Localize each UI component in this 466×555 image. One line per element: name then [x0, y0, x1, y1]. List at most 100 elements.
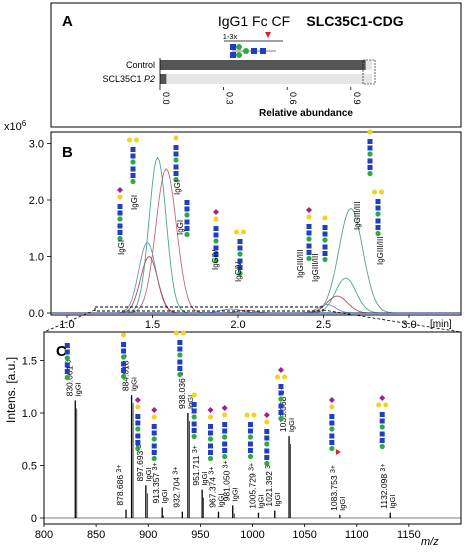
x-tick-label: 0.3: [225, 92, 235, 105]
peak-assignment-label: IgGI: [216, 494, 225, 508]
x-tick-label: 1100: [345, 529, 369, 541]
y-axis-label: Intens. [a.u.]: [4, 357, 18, 423]
x-tick-label: 1050: [292, 529, 316, 541]
glycan-structure-icon: [134, 397, 141, 452]
y-tick-label: 0: [31, 513, 37, 525]
panel-c: C 0 0.5 1.0 1.5 800 850 900 950 1000 1050 1100 1150…: [22, 330, 462, 548]
y-unit-label: x106: [4, 119, 27, 133]
peak-mz-label: 932.704 3+: [171, 467, 181, 508]
peak-assignment-label: IgGI: [73, 382, 82, 396]
peak-label: IgGIII/III: [353, 202, 362, 230]
peak-assignment-label: IgGI: [388, 495, 397, 509]
x-tick-label: 0.6: [288, 92, 298, 105]
glycan-title: IgG1 Fc CF: [218, 13, 290, 29]
chromatogram-trace: [101, 156, 418, 314]
x-unit-label: [min]: [430, 319, 452, 330]
glycan-structure-icon: [207, 407, 214, 462]
bar-label: Control: [126, 60, 155, 70]
peak-mz-label: 951.711 3+: [191, 445, 201, 485]
x-tick-label: 3.0: [401, 319, 416, 331]
peak-mz-label: 1005.729 3+: [247, 463, 257, 509]
glycan-structure-icon: [221, 405, 228, 460]
bar-track: [160, 74, 372, 84]
site-label: 1-3x: [223, 32, 238, 41]
glycan-structure-icon: [367, 129, 373, 177]
glycan-header-structure: [224, 32, 283, 58]
glycan-structure-icon: [120, 332, 127, 380]
x-tick-label: 0.9: [352, 92, 362, 105]
peak-label: IgGIII/III: [311, 254, 320, 282]
glycan-structure-icon: [191, 392, 197, 440]
y-tick-label: 2.0: [29, 195, 44, 207]
glycan-structure-icon: [213, 209, 219, 264]
glycan-structure-icon: [127, 137, 139, 185]
panel-b-letter: B: [62, 144, 73, 161]
x-tick-label: 1150: [397, 529, 421, 541]
peak-assignment-label: IgGI: [338, 497, 347, 511]
panel-a: A SLC35C1-CDG IgG1 Fc CF 1-3x Control SCL…: [50, 2, 462, 128]
x-tick-label: 950: [191, 529, 209, 541]
peak-label: IgGI: [130, 195, 139, 210]
peak-assignment-label: IgGI: [231, 487, 240, 501]
y-tick-label: 3.0: [29, 139, 44, 151]
panel-b: B x106 Intens. [a.u.] 0.0 1.0 2.0 3.0 1.0 1.5…: [4, 119, 462, 423]
x-tick-label: 1000: [240, 529, 264, 541]
glycan-structure-icon: [244, 412, 257, 460]
glycan-structure-icon: [64, 343, 70, 381]
peak-assignment-label: IgGI: [287, 418, 296, 432]
chromatogram-trace: [101, 168, 418, 314]
peak-assignment-label: IgGI: [130, 377, 139, 391]
peak-mz-label: 981.050 3+: [222, 460, 232, 501]
glycan-structure-icon: [328, 397, 341, 455]
peak-label: IgGIII/III: [376, 237, 385, 265]
x-tick-label: 0.0: [161, 92, 171, 105]
panel-a-letter: A: [62, 13, 73, 30]
zoom-line-right: [322, 309, 462, 333]
condition-label: SLC35C1-CDG: [306, 13, 403, 29]
y-tick-label: 0.0: [29, 308, 44, 320]
x-tick-label: 850: [87, 529, 105, 541]
panel-a-frame: [50, 2, 462, 128]
glycan-structure-icon: [151, 407, 158, 462]
panel-b-frame: [50, 131, 462, 316]
x-tick-label: 2.5: [316, 319, 331, 331]
glycan-structure-icon: [376, 395, 389, 450]
x-tick-label: 2.0: [230, 319, 245, 331]
peak-assignment-label: IgGI: [200, 471, 209, 485]
glycan-structure-icon: [173, 135, 179, 183]
peak-label: IgGI: [176, 220, 185, 235]
zoom-window: [94, 306, 324, 312]
fucose-marker-icon: [265, 32, 271, 38]
x-tick-label: 1.0: [59, 319, 74, 331]
peak-label: IgGI: [173, 180, 182, 195]
y-tick-label: 1.5: [22, 356, 37, 368]
peak-assignment-label: IgGI: [186, 395, 195, 409]
x-tick-label: 800: [35, 529, 53, 541]
peak-assignment-label: IgGI: [160, 489, 169, 503]
glycan-structure-icon: [372, 189, 384, 237]
peak-assignment-label: IgGI: [256, 495, 265, 509]
peak-mz-label: 913.357 3+: [151, 462, 161, 503]
peak-mz-label: 938.036 3+: [177, 368, 187, 409]
glycan-structure-icon: [117, 187, 123, 242]
glycan-structure-icon: [184, 200, 190, 238]
peak-mz-label: 1083.753 3+: [329, 465, 339, 511]
peak-label: IgGI: [117, 240, 126, 255]
x-tick-label: 900: [139, 529, 157, 541]
peak-label: IgGIV: [234, 261, 243, 282]
peak-mz-label: 884.018 3+: [121, 350, 131, 391]
peak-label: IgGIII/III: [296, 250, 305, 278]
mz-axis-label: m/z: [421, 536, 439, 548]
peak-label: IgGIV: [211, 249, 220, 270]
peak-mz-label: 1132.098 3+: [379, 464, 389, 509]
glycan-structure-icon: [234, 229, 246, 277]
y-tick-label: 1.0: [29, 252, 44, 264]
peak-mz-label: 878.686 3+: [115, 465, 125, 506]
bar-value: [160, 74, 167, 84]
glycan-structure-icon: [263, 412, 270, 467]
bar-value: [160, 60, 366, 70]
glycan-structure-icon: [322, 215, 328, 263]
peak-assignment-label: IgGI: [273, 492, 282, 506]
peak-assignment-label: IgGI: [144, 467, 153, 481]
